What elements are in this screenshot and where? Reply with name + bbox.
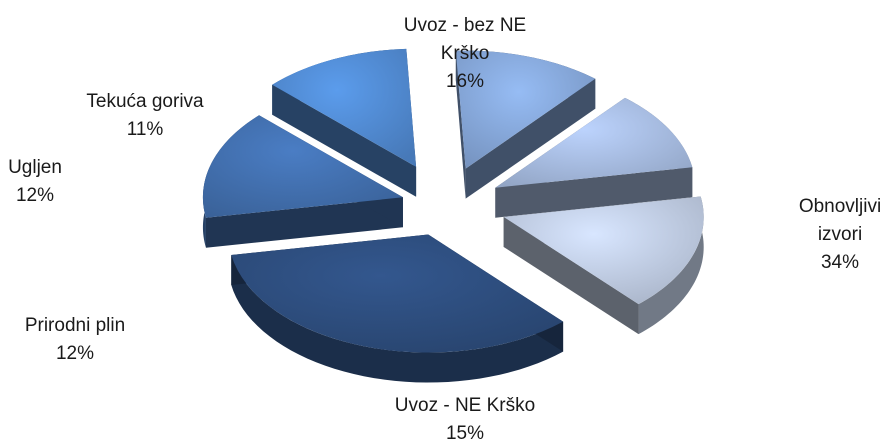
slice-percent: 12% — [55, 343, 95, 364]
pie-slice-wall — [455, 50, 466, 199]
slice-percent: 15% — [445, 423, 485, 444]
slice-percent: 11% — [126, 119, 164, 140]
slice-label-text-line-1: Uvoz - bez NE — [403, 15, 527, 36]
slice-percent: 16% — [445, 71, 485, 92]
pie-slice-ugljen — [455, 50, 596, 199]
slice-label-text-line-1: Uvoz - NE Krško — [394, 395, 536, 416]
slice-label-text-line-1: Ugljen — [8, 157, 62, 178]
pie-slice-side — [638, 196, 704, 335]
slice-label-tekuca-goriva: Tekuća goriva 11% — [65, 88, 225, 144]
pie-slice-obnovljivi-izvori — [231, 234, 564, 383]
slice-label-text-line-1: Prirodni plin — [24, 315, 126, 336]
pie-slice-prirodni-plin — [272, 48, 417, 197]
pie-slice-wall — [205, 197, 403, 248]
pie-slice-top — [455, 50, 596, 169]
slice-label-text-line-2: izvori — [817, 224, 863, 245]
pie-slice-side — [231, 255, 564, 383]
slice-label-uvoz-ne-krsko: Uvoz - NE Krško 15% — [365, 392, 565, 448]
pie-slice-top — [495, 97, 693, 188]
pie-slice-wall — [495, 167, 693, 218]
slice-label-obnovljivi-izvori: Obnovljivi izvori 34% — [785, 193, 894, 277]
slice-percent: 34% — [820, 252, 860, 273]
slice-label-ugljen: Ugljen 12% — [0, 154, 70, 210]
pie-slice-wall — [272, 84, 417, 197]
pie-slice-uvoz-bez-ne-krsko — [503, 196, 704, 335]
slice-label-uvoz-bez-ne-krsko: Uvoz - bez NE Krško 16% — [375, 12, 555, 96]
slice-label-text-line-2: Krško — [440, 43, 490, 64]
slice-label-text-line-1: Tekuća goriva — [86, 91, 204, 112]
pie-slice-top — [272, 48, 417, 167]
pie-slice-wall — [503, 216, 639, 335]
pie-slice-top — [231, 234, 564, 353]
pie-slice-top — [503, 196, 704, 305]
pie-slice-wall — [465, 78, 596, 199]
slice-percent: 12% — [15, 185, 55, 206]
slice-label-prirodni-plin: Prirodni plin 12% — [0, 312, 150, 368]
pie-slice-top — [202, 115, 403, 218]
pie-slice-tekuca-goriva — [495, 97, 693, 218]
pie-slice-uvoz-ne-krsko — [202, 115, 403, 248]
slice-label-text-line-1: Obnovljivi — [798, 196, 882, 217]
